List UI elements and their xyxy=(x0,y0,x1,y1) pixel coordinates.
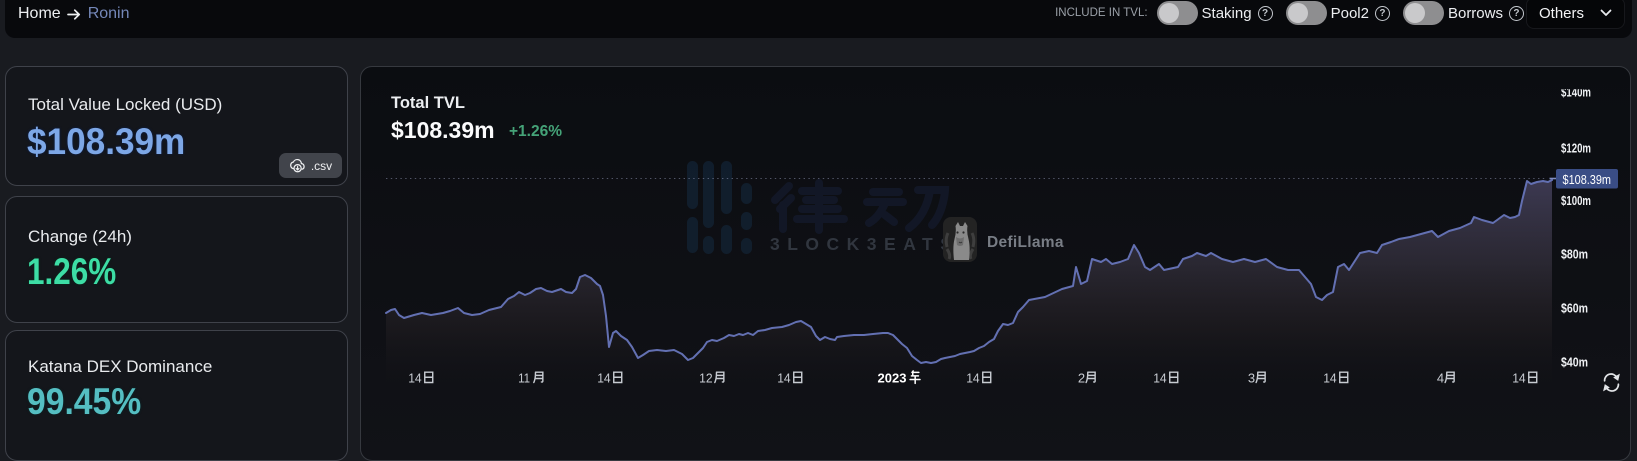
svg-text:14: 14 xyxy=(1323,371,1337,386)
svg-text:4: 4 xyxy=(1437,371,1444,386)
svg-text:14: 14 xyxy=(408,371,422,386)
svg-text:14: 14 xyxy=(1512,371,1526,386)
svg-text:14: 14 xyxy=(1153,371,1167,386)
svg-text:3LOCK3EATS: 3LOCK3EATS xyxy=(770,234,959,254)
svg-text:$140m: $140m xyxy=(1561,86,1591,100)
svg-text:14: 14 xyxy=(966,371,980,386)
svg-text:$108.39m: $108.39m xyxy=(1563,172,1612,187)
svg-text:2023: 2023 xyxy=(878,371,907,386)
svg-text:$100m: $100m xyxy=(1561,194,1591,208)
svg-text:14: 14 xyxy=(777,371,791,386)
svg-text:12: 12 xyxy=(699,371,713,386)
svg-text:11: 11 xyxy=(518,371,530,386)
svg-text:2: 2 xyxy=(1078,371,1085,386)
svg-text:$60m: $60m xyxy=(1561,302,1588,316)
svg-text:$80m: $80m xyxy=(1561,248,1588,262)
svg-text:$40m: $40m xyxy=(1561,356,1588,370)
svg-text:3: 3 xyxy=(1248,371,1255,386)
svg-text:DefiLlama: DefiLlama xyxy=(987,234,1064,251)
svg-text:14: 14 xyxy=(597,371,611,386)
svg-text:$120m: $120m xyxy=(1561,142,1591,156)
